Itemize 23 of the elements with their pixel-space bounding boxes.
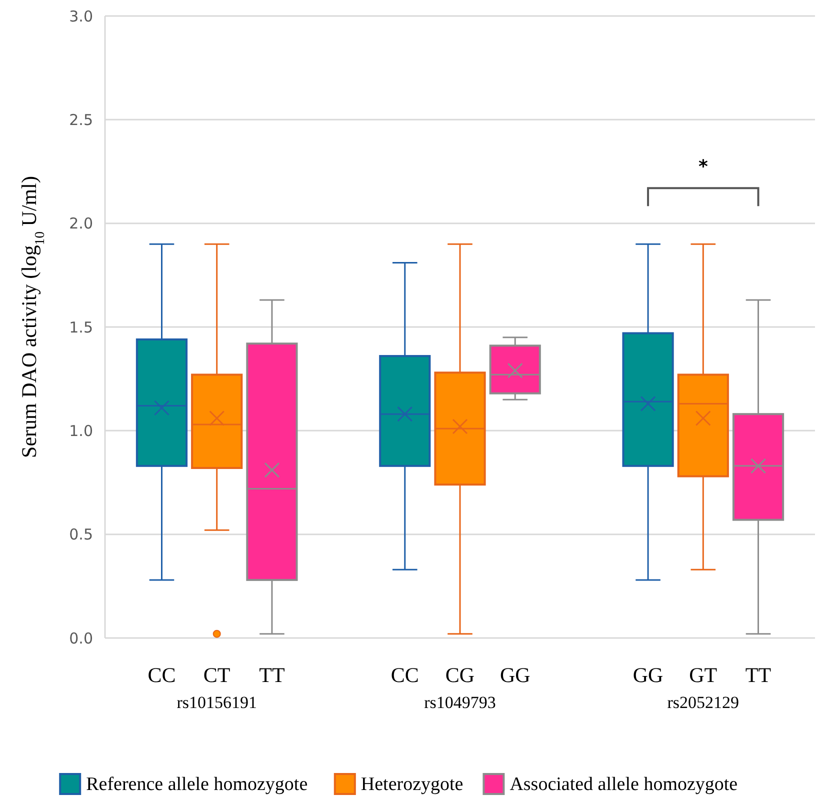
text: TT [259, 663, 285, 687]
text: CC [390, 663, 419, 687]
annotation: * [698, 156, 708, 178]
legend-label: Reference allele homozygote [86, 774, 308, 795]
text: GG [632, 663, 664, 687]
text: CG [445, 663, 475, 687]
text: CT [203, 663, 230, 687]
text: GT [689, 663, 718, 687]
legend-label: Associated allele homozygote [510, 774, 738, 795]
text: CC [148, 663, 176, 687]
x-tick-label: rs2052129 [667, 693, 740, 712]
x-tick-label: rs10156191 [176, 693, 257, 712]
text: GG [500, 663, 530, 687]
y-tick-label: 0.5 [69, 526, 93, 544]
y-tick-label: 2.5 [69, 110, 93, 129]
legend-label: Heterozygote [360, 774, 464, 795]
y-tick-label: 2.0 [69, 214, 93, 233]
y-tick-label: 3.0 [69, 7, 93, 26]
y-tick-label: 0.0 [69, 629, 93, 648]
text: TT [745, 663, 772, 687]
x-tick-label: rs1049793 [424, 693, 496, 712]
y-tick-label: 1.0 [69, 422, 93, 440]
y-tick-label: 1.5 [69, 318, 93, 336]
